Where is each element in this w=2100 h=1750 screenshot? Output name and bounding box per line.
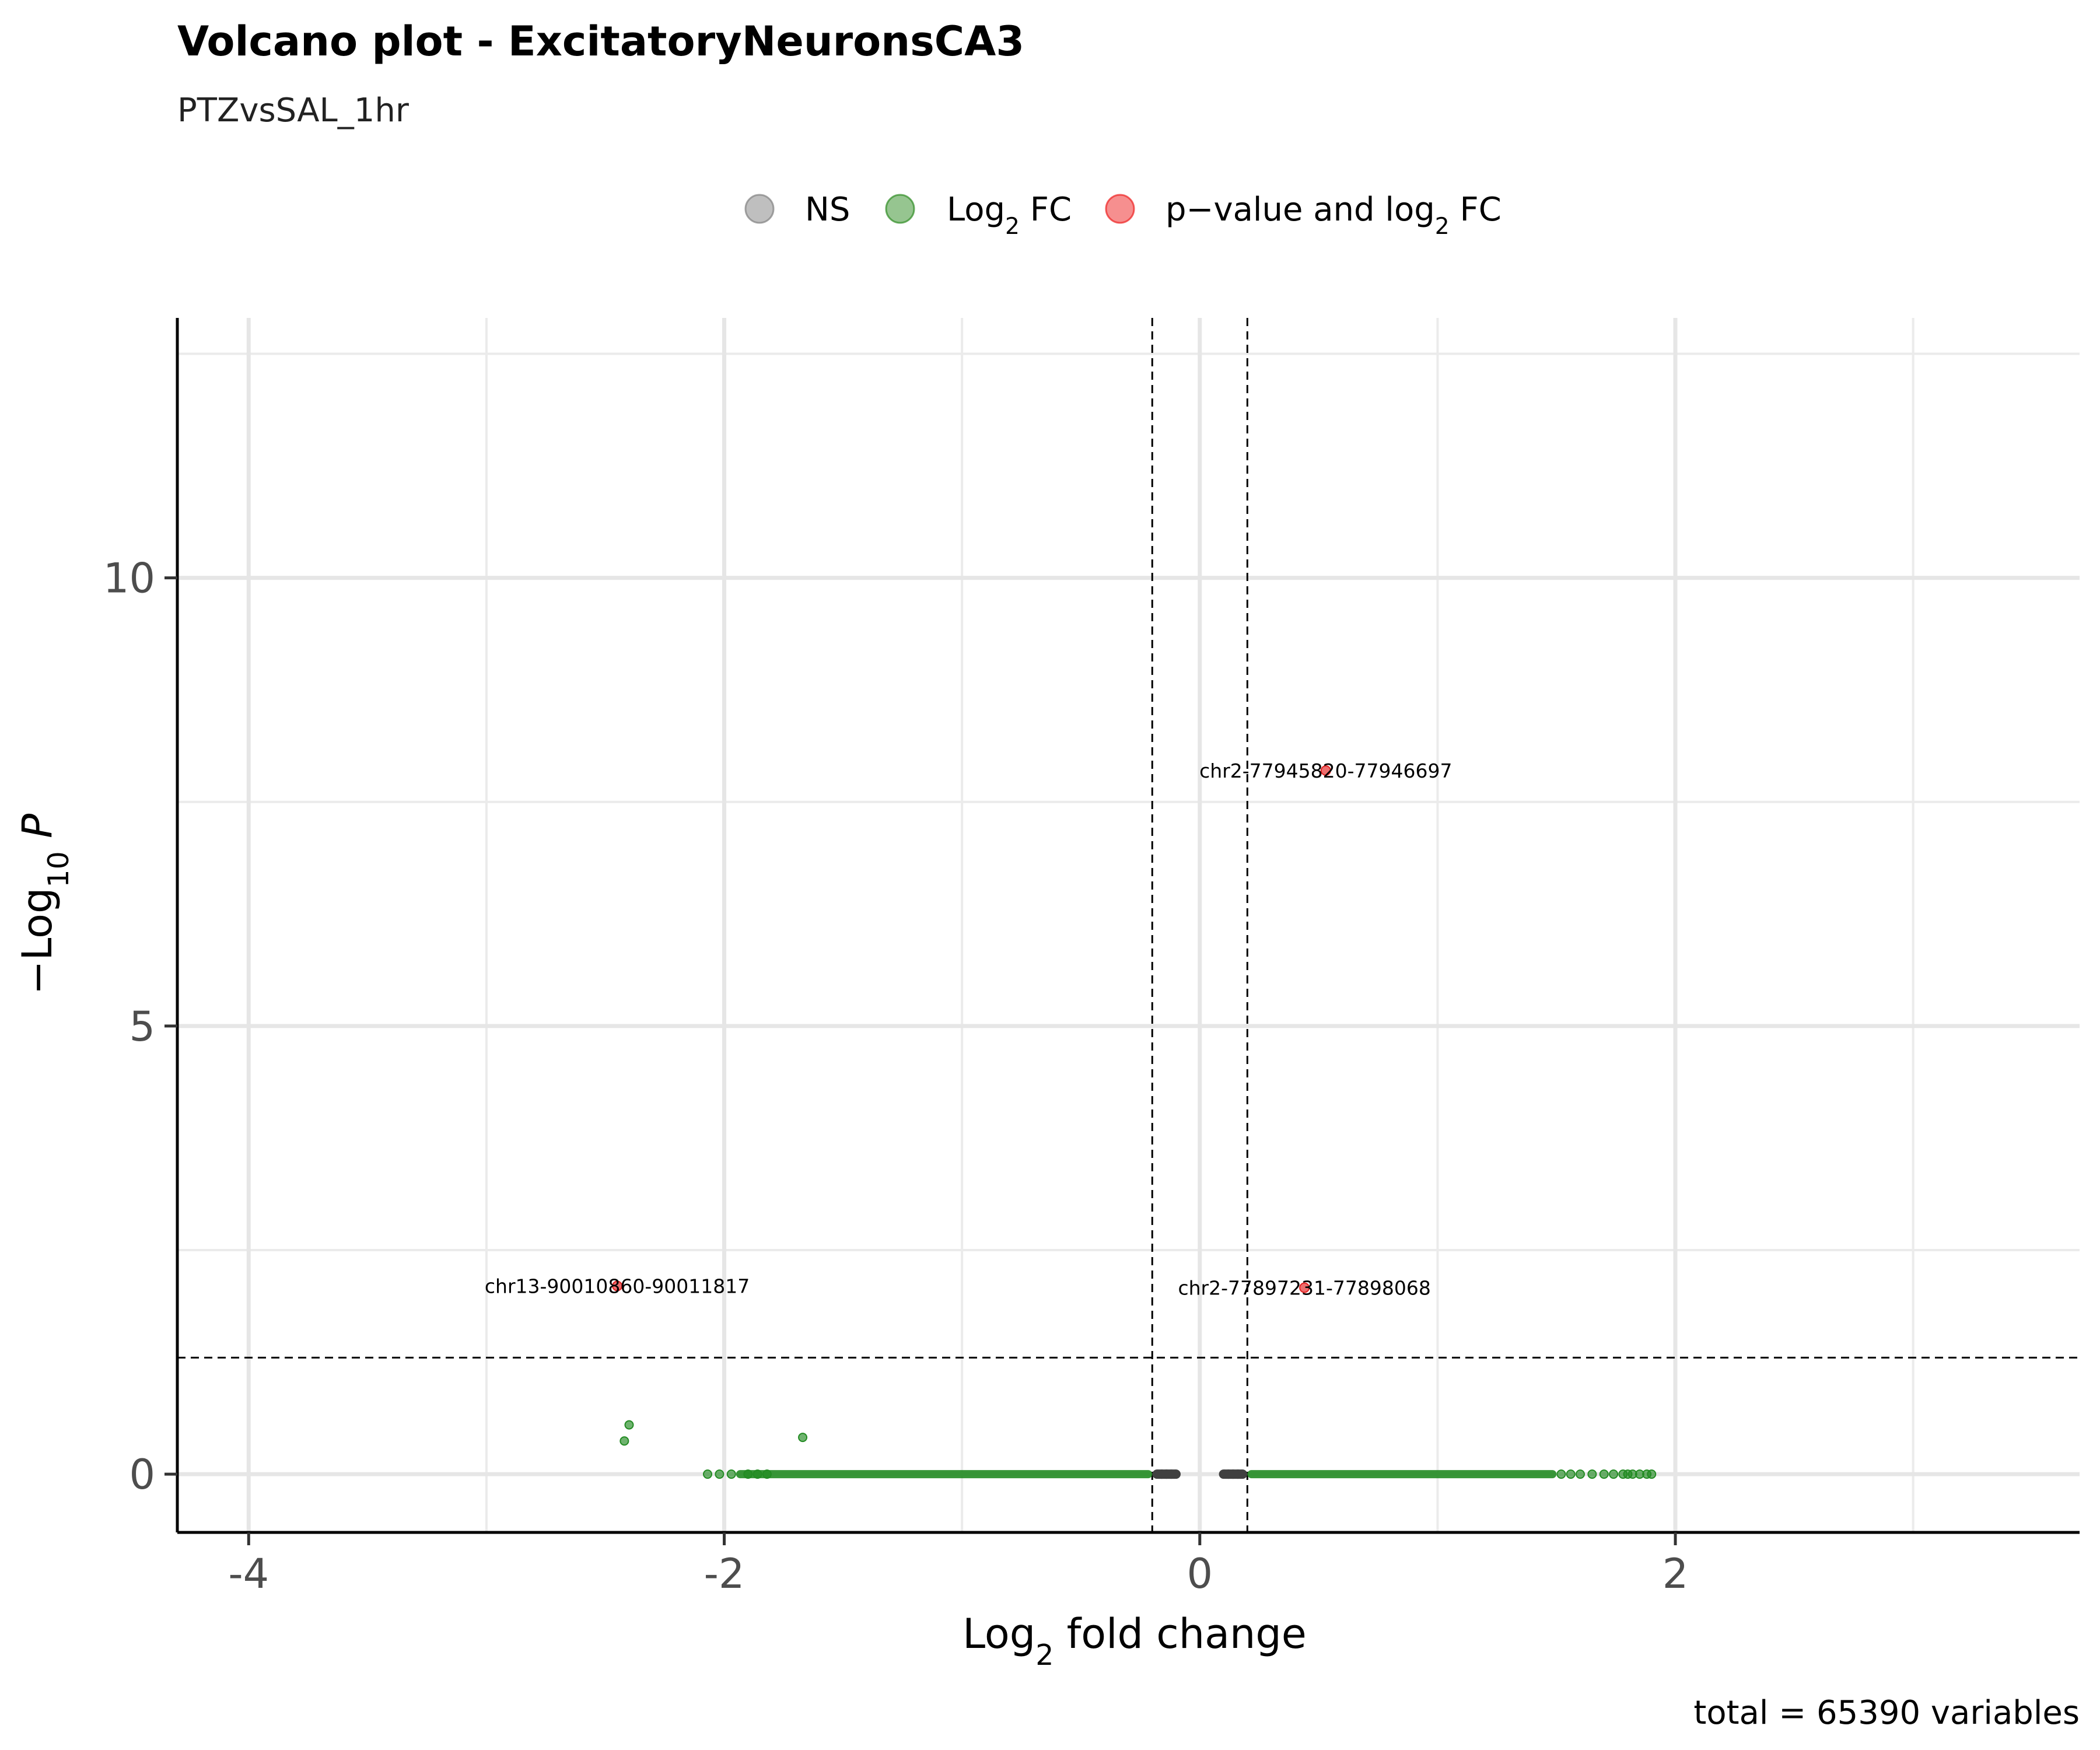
point-band-fc <box>736 1470 1153 1479</box>
point-fc <box>1556 1469 1566 1479</box>
legend-marker-ns <box>744 194 775 224</box>
point-fc <box>1647 1469 1657 1479</box>
y-tick-label: 5 <box>129 1003 155 1051</box>
point-both <box>1299 1282 1310 1293</box>
point-band-fc <box>1247 1470 1557 1479</box>
point-label: chr13-90010860-90011817 <box>485 1275 750 1297</box>
chart-title: Volcano plot - ExcitatoryNeuronsCA3 <box>177 18 1024 65</box>
legend: NS Log2 FC p−value and log2 FC <box>744 191 1502 240</box>
point-fc <box>752 1469 762 1479</box>
y-tick-label: 0 <box>129 1451 155 1499</box>
x-tick-label: 2 <box>1662 1550 1689 1598</box>
legend-marker-fc <box>885 194 915 224</box>
chart-subtitle: PTZvsSAL_1hr <box>177 92 410 130</box>
legend-label-both: p−value and log2 FC <box>1166 191 1502 240</box>
y-tick-label: 10 <box>103 555 155 603</box>
point-fc <box>743 1469 753 1479</box>
point-fc <box>715 1469 724 1479</box>
point-fc <box>1587 1469 1597 1479</box>
point-label: chr2-77945820-77946697 <box>1199 760 1452 782</box>
point-fc <box>703 1469 713 1479</box>
legend-label-ns: NS <box>805 191 850 229</box>
data-points <box>612 765 1657 1479</box>
point-label: chr2-77897231-77898068 <box>1178 1277 1430 1300</box>
point-fc <box>624 1420 634 1430</box>
point-fc <box>1575 1469 1585 1479</box>
point-fc <box>1609 1469 1619 1479</box>
axes: -4 -2 0 2 0 5 10 <box>103 318 2080 1598</box>
point-labels: chr13-90010860-90011817 chr2-77945820-779… <box>485 760 1452 1300</box>
cutoff-lines <box>177 318 2080 1532</box>
point-fc <box>620 1436 629 1446</box>
point-fc <box>726 1469 736 1479</box>
point-both <box>612 1280 623 1292</box>
point-fc <box>1566 1469 1576 1479</box>
y-axis-label: −Log10 P <box>13 813 75 995</box>
point-fc <box>1599 1469 1609 1479</box>
legend-marker-both <box>1105 194 1135 224</box>
x-tick-label: 0 <box>1187 1550 1213 1598</box>
point-fc <box>762 1469 772 1479</box>
x-tick-label: -4 <box>228 1550 269 1598</box>
x-tick-label: -2 <box>704 1550 745 1598</box>
point-both <box>1320 765 1331 776</box>
grid <box>177 318 2080 1532</box>
point-ns <box>1171 1469 1181 1479</box>
x-axis-label: Log2 fold change <box>963 1610 1307 1672</box>
point-fc <box>798 1433 808 1443</box>
caption: total = 65390 variables <box>1693 1694 2080 1732</box>
legend-label-fc: Log2 FC <box>947 191 1072 240</box>
point-ns <box>1238 1469 1248 1479</box>
